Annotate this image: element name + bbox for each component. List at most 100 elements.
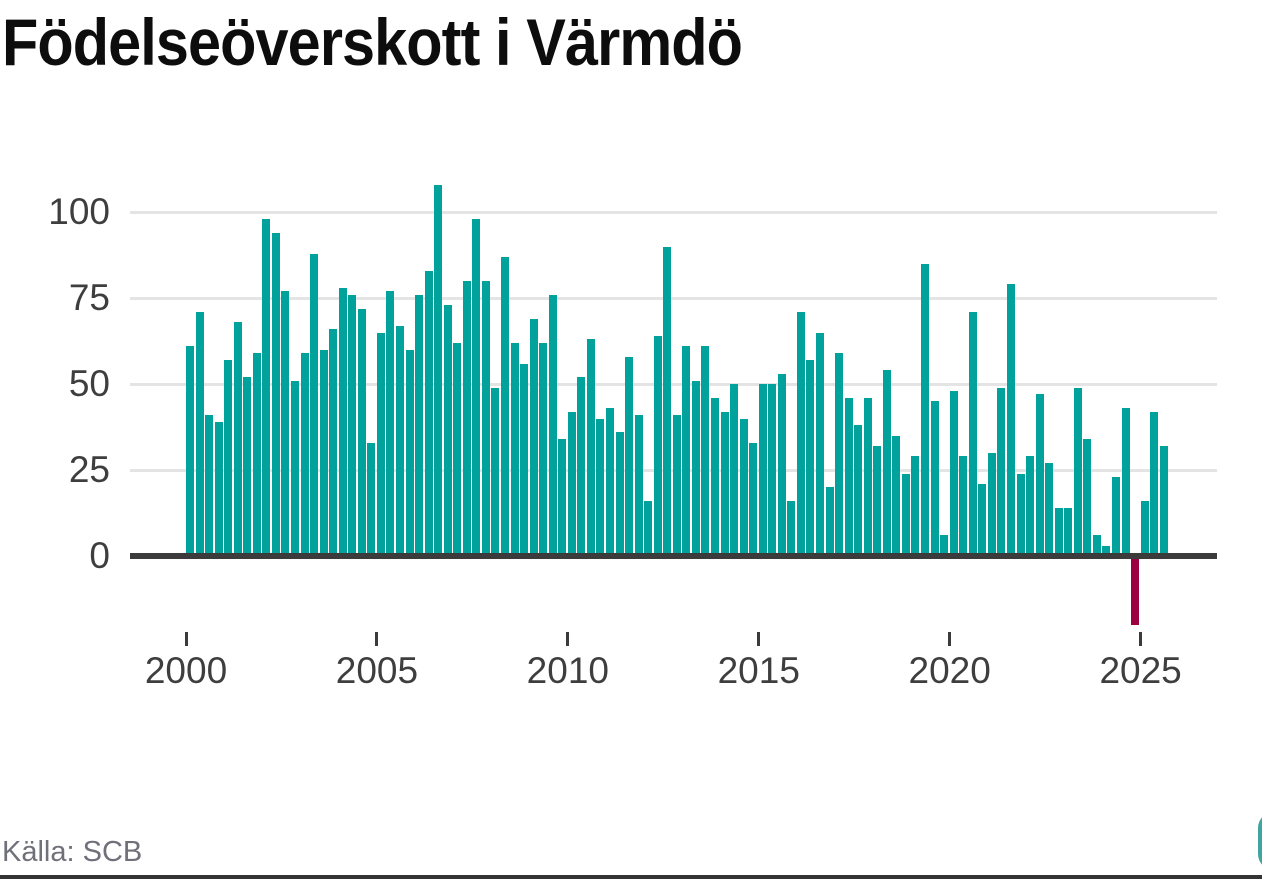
- bar-2023Q4: [1092, 535, 1101, 556]
- bar-2023Q3: [1083, 439, 1092, 556]
- bar-2007Q2: [462, 281, 471, 556]
- bar-2024Q3: [1121, 408, 1130, 556]
- bar-2005Q1: [376, 332, 385, 556]
- bar-2001Q3: [243, 377, 252, 556]
- bar-2016Q3: [816, 332, 825, 556]
- bar-2009Q4: [558, 439, 567, 556]
- bar-2006Q4: [443, 305, 452, 556]
- x-axis-tick-2000: [184, 632, 188, 646]
- bar-2018Q3: [892, 435, 901, 556]
- bar-2018Q4: [901, 473, 910, 556]
- bar-2002Q2: [271, 232, 280, 556]
- gridline-75: [130, 297, 1217, 301]
- bar-2001Q2: [233, 322, 242, 556]
- bar-2025Q1: [1140, 501, 1149, 556]
- y-axis-label-50: 50: [68, 363, 110, 405]
- bar-2003Q4: [329, 329, 338, 556]
- bar-2010Q4: [596, 418, 605, 556]
- bar-2019Q4: [940, 535, 949, 556]
- source-attribution: Källa: SCB: [2, 836, 143, 868]
- bar-2014Q1: [720, 411, 729, 556]
- bottom-edge-strip: [0, 875, 1262, 879]
- bar-2007Q4: [481, 281, 490, 556]
- bar-2006Q1: [415, 294, 424, 556]
- bar-2014Q3: [739, 418, 748, 556]
- bar-2005Q4: [405, 349, 414, 556]
- bar-2024Q1: [1102, 545, 1111, 556]
- bar-2005Q3: [396, 325, 404, 556]
- bar-2013Q1: [682, 346, 691, 556]
- bar-2011Q2: [615, 432, 624, 556]
- bar-2004Q4: [367, 442, 376, 556]
- bar-2016Q2: [806, 360, 815, 556]
- bar-2025Q3: [1159, 446, 1168, 556]
- bar-2004Q1: [338, 287, 347, 556]
- bar-2021Q4: [1016, 473, 1025, 556]
- bar-2002Q3: [281, 291, 290, 556]
- bar-2004Q3: [357, 308, 366, 556]
- bar-2009Q1: [529, 318, 538, 556]
- bar-2000Q4: [214, 421, 223, 556]
- x-axis-tick-2015: [757, 632, 761, 646]
- bar-2021Q2: [997, 387, 1006, 556]
- bar-2017Q1: [835, 353, 844, 556]
- bar-2008Q2: [501, 256, 510, 556]
- y-axis-label-0: 0: [89, 535, 110, 576]
- bar-2024Q2: [1111, 476, 1120, 556]
- bar-2012Q3: [663, 246, 672, 556]
- bar-2015Q1: [758, 384, 767, 556]
- x-axis-tick-2020: [948, 632, 952, 646]
- bar-2015Q2: [768, 384, 777, 556]
- x-axis-tick-2005: [375, 632, 379, 646]
- bar-2006Q3: [434, 184, 443, 556]
- x-axis-label-2020: 2020: [908, 650, 991, 691]
- bar-2002Q1: [262, 219, 271, 556]
- x-axis-tick-2025: [1139, 632, 1143, 646]
- bar-2013Q4: [711, 397, 720, 556]
- bar-2020Q4: [978, 483, 987, 556]
- bar-2011Q1: [606, 408, 615, 556]
- bar-2012Q2: [653, 336, 662, 556]
- bar-2018Q2: [882, 370, 891, 556]
- x-axis-label-2025: 2025: [1099, 650, 1182, 691]
- bar-2009Q2: [539, 342, 548, 556]
- bar-2019Q1: [911, 456, 920, 556]
- bar-2014Q2: [730, 384, 739, 556]
- bar-2023Q1: [1064, 507, 1073, 556]
- x-axis-label-2005: 2005: [335, 650, 419, 691]
- bar-2003Q2: [310, 253, 319, 556]
- bar-2022Q4: [1054, 507, 1063, 556]
- bar-2012Q1: [644, 501, 653, 556]
- bar-2017Q3: [854, 425, 863, 556]
- bar-2007Q3: [472, 219, 481, 556]
- bar-2016Q4: [825, 487, 834, 556]
- bar-2019Q2: [921, 263, 930, 556]
- bar-2020Q2: [959, 456, 968, 556]
- bar-2002Q4: [291, 380, 299, 556]
- bar-2022Q2: [1035, 394, 1044, 556]
- bar-2023Q2: [1073, 387, 1082, 556]
- bar-2003Q1: [300, 353, 309, 556]
- bar-2013Q2: [691, 380, 700, 556]
- bar-2001Q4: [252, 353, 261, 556]
- bar-2020Q3: [968, 311, 977, 556]
- bar-2020Q1: [949, 391, 958, 556]
- bar-2022Q1: [1026, 456, 1035, 556]
- bar-2014Q4: [749, 442, 758, 556]
- bar-2016Q1: [796, 311, 805, 556]
- bar-2024Q4: [1131, 556, 1140, 625]
- bar-2025Q2: [1150, 411, 1159, 556]
- bar-2010Q3: [586, 339, 595, 556]
- bar-2017Q4: [863, 397, 872, 556]
- bar-2010Q1: [567, 411, 576, 556]
- bar-2013Q3: [701, 346, 710, 556]
- bar-2021Q3: [1006, 284, 1015, 556]
- bar-2010Q2: [577, 377, 586, 556]
- y-axis-label-25: 25: [68, 449, 110, 491]
- bar-2007Q1: [453, 342, 462, 556]
- bar-2001Q1: [224, 360, 233, 556]
- x-axis-label-2000: 2000: [144, 650, 228, 691]
- bar-2000Q2: [195, 311, 204, 556]
- bar-2003Q3: [319, 349, 328, 556]
